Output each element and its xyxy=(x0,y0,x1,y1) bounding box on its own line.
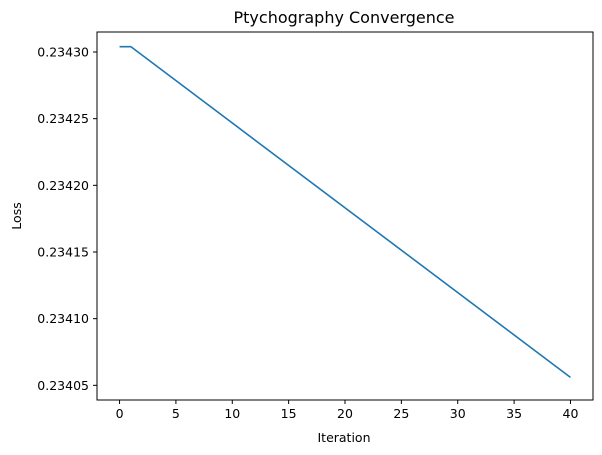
x-tick-label: 15 xyxy=(281,406,297,421)
x-tick-label: 20 xyxy=(337,406,353,421)
y-tick-label: 0.23410 xyxy=(37,311,89,326)
x-tick-label: 0 xyxy=(116,406,124,421)
x-axis: 0 5 10 15 20 25 30 35 40 xyxy=(116,400,579,421)
x-tick-label: 25 xyxy=(393,406,409,421)
x-tick-label: 30 xyxy=(450,406,466,421)
y-axis-label: Loss xyxy=(9,202,24,229)
y-tick-label: 0.23405 xyxy=(37,378,89,393)
y-tick-label: 0.23420 xyxy=(37,178,89,193)
x-axis-label: Iteration xyxy=(317,430,370,445)
x-tick-label: 40 xyxy=(563,406,579,421)
y-tick-label: 0.23430 xyxy=(37,45,89,60)
plot-frame xyxy=(96,31,594,401)
x-tick-label: 5 xyxy=(172,406,180,421)
series-line xyxy=(119,45,571,378)
plot-area xyxy=(96,31,594,401)
y-tick-label: 0.23415 xyxy=(37,245,89,260)
x-tick-label: 10 xyxy=(224,406,240,421)
series-group xyxy=(119,45,571,378)
y-axis: 0.23405 0.23410 0.23415 0.23420 0.23425 0.234… xyxy=(37,45,97,393)
x-tick-label: 35 xyxy=(506,406,522,421)
y-tick-label: 0.23425 xyxy=(37,111,89,126)
chart-title: Ptychography Convergence xyxy=(234,8,455,27)
